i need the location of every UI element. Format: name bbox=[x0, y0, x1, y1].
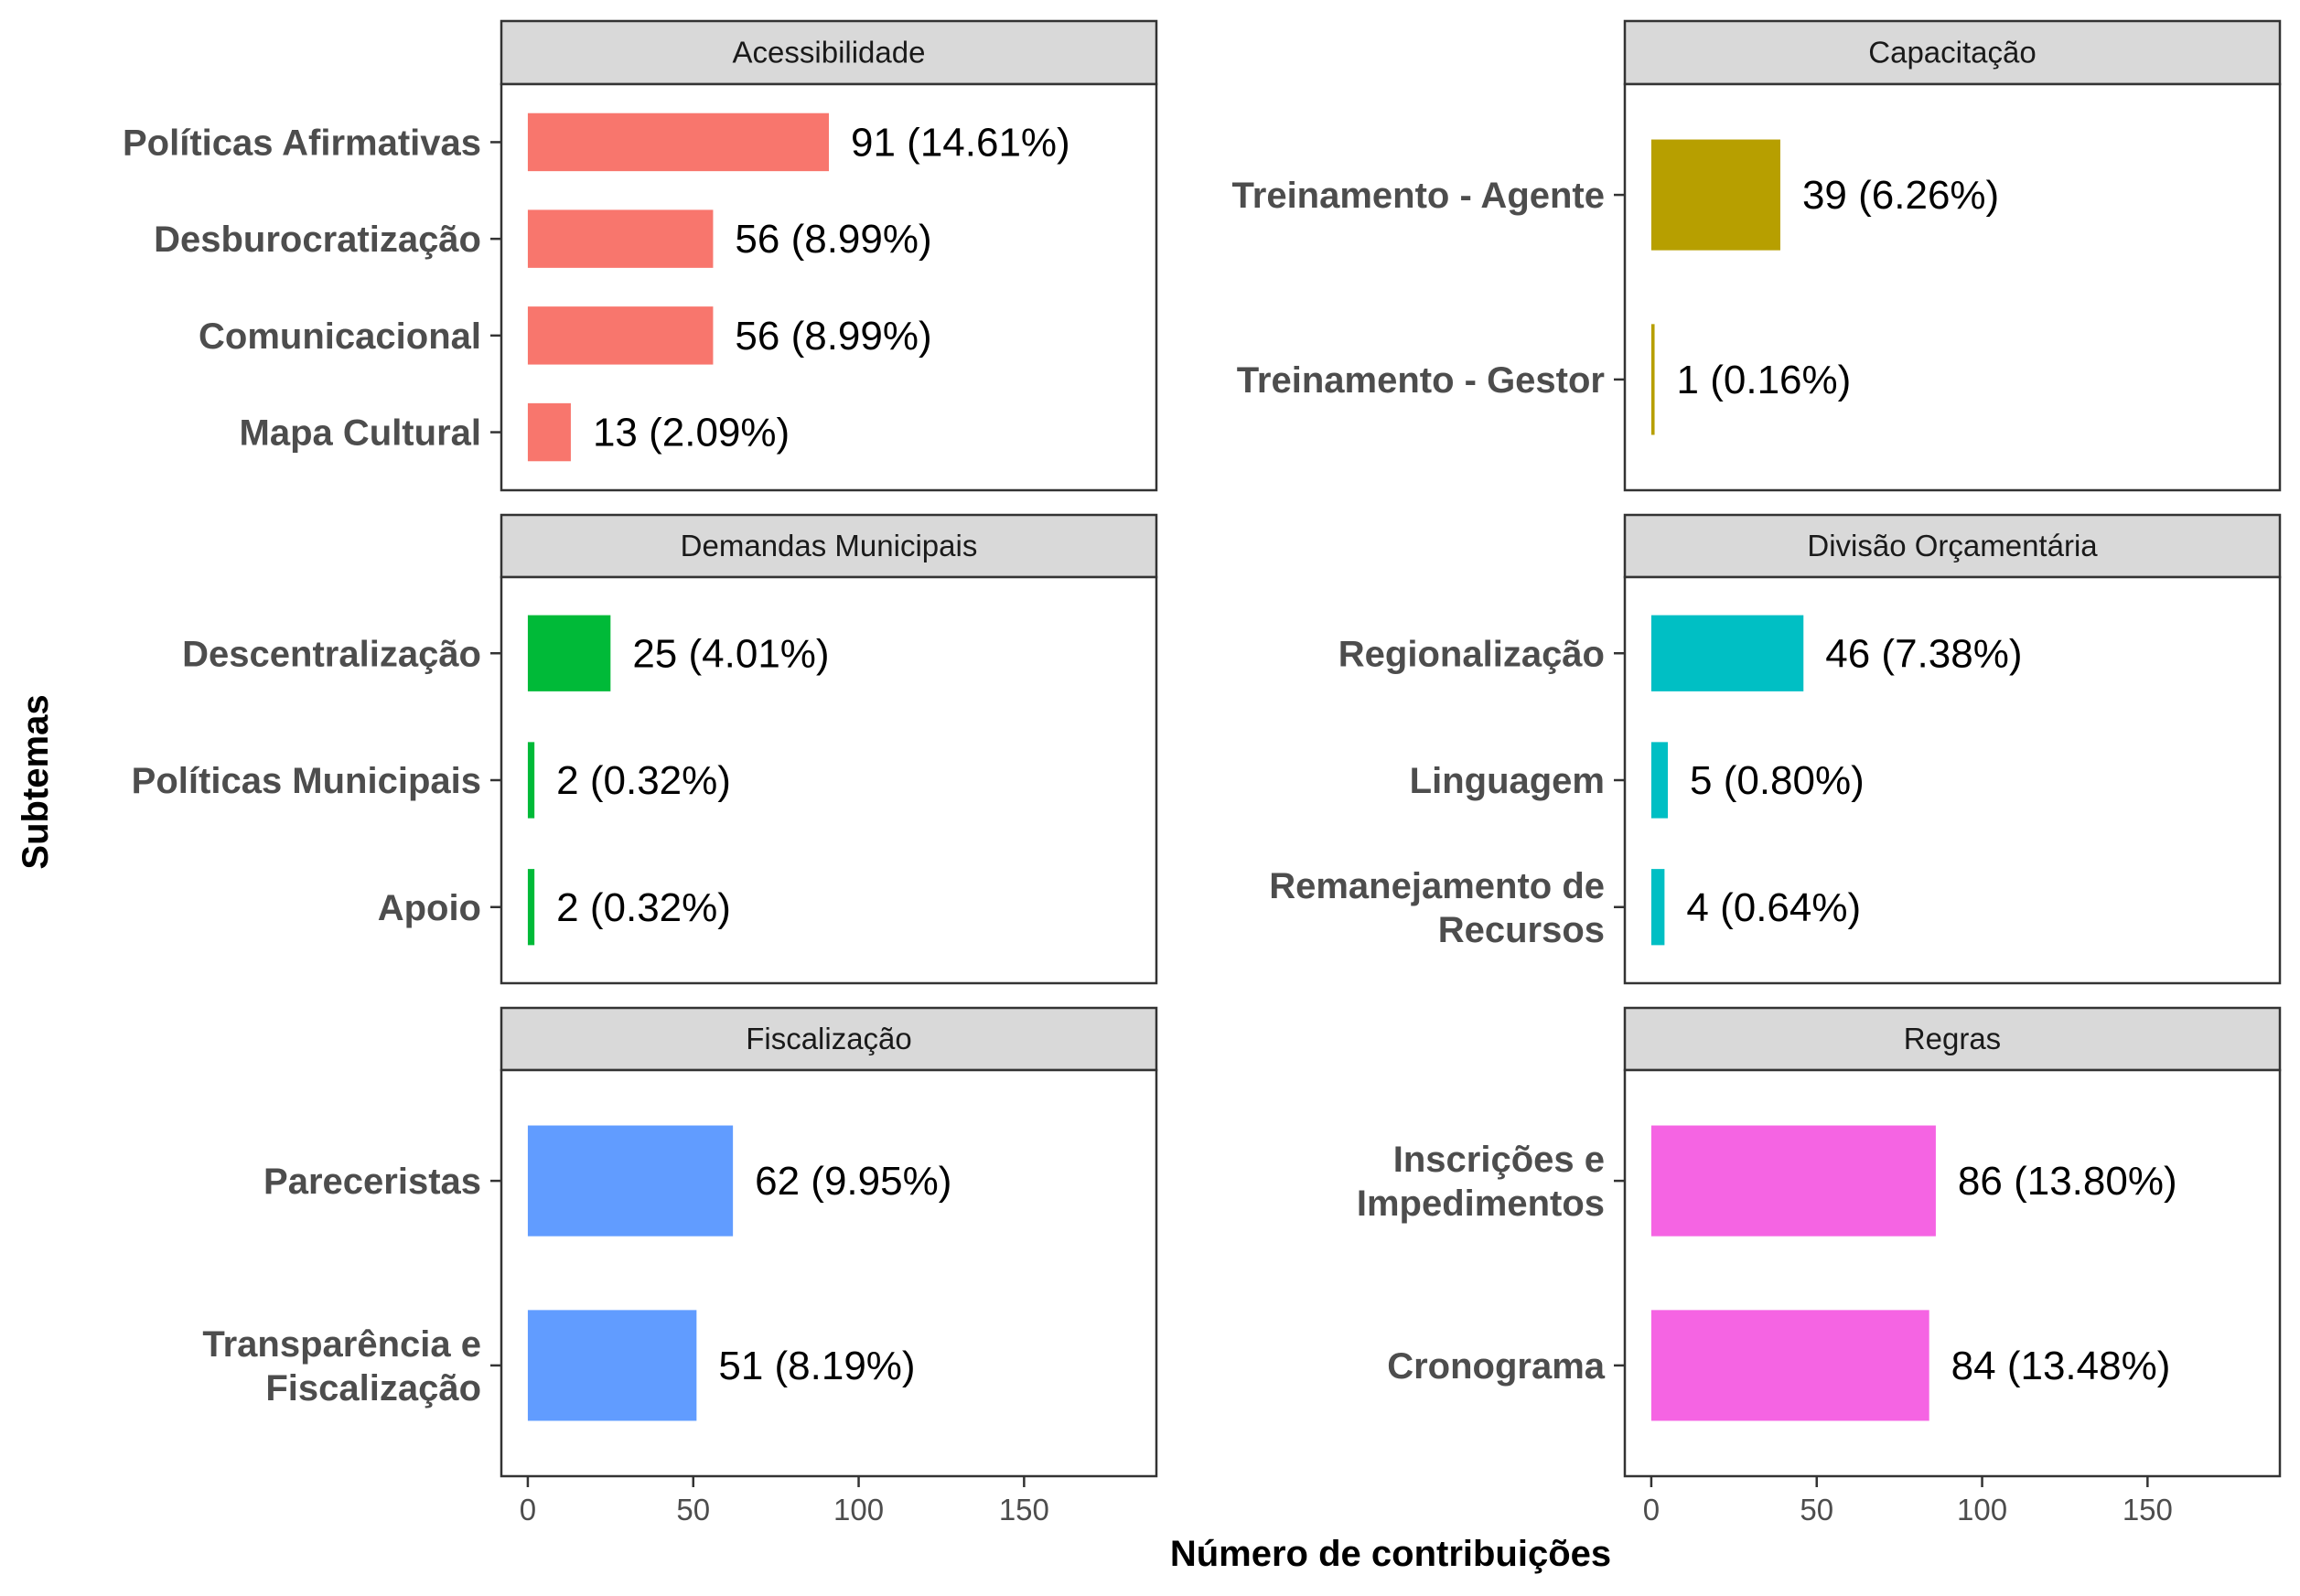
data-label: 25 (4.01%) bbox=[632, 631, 829, 676]
data-label: 86 (13.80%) bbox=[1958, 1159, 2177, 1204]
panel-capacitacao: Capacitação 39 (6.26%) Treinamento - Agent… bbox=[1232, 19, 2282, 492]
data-label: 1 (0.16%) bbox=[1677, 358, 1852, 402]
category-label: Remanejamento de Recursos bbox=[1269, 866, 1605, 950]
panel-demandas-municipais: Demandas Municipais 25 (4.01%) Descentrali… bbox=[132, 513, 1158, 985]
data-label: 56 (8.99%) bbox=[735, 314, 931, 359]
x-tick-label: 100 bbox=[833, 1493, 884, 1526]
x-tick-label: 100 bbox=[1957, 1493, 2007, 1526]
data-label: 13 (2.09%) bbox=[593, 411, 790, 455]
panel-acessibilidade: Acessibilidade 91 (14.61%) Políticas Afirm… bbox=[123, 19, 1158, 492]
bar bbox=[527, 1310, 697, 1421]
data-label: 39 (6.26%) bbox=[1802, 173, 1999, 218]
x-tick-label: 150 bbox=[999, 1493, 1049, 1526]
data-label: 56 (8.99%) bbox=[735, 217, 931, 262]
bar bbox=[1650, 139, 1780, 251]
bar bbox=[1650, 869, 1665, 946]
bar bbox=[527, 402, 571, 462]
x-tick-label: 0 bbox=[520, 1493, 536, 1526]
data-label: 84 (13.48%) bbox=[1951, 1344, 2171, 1388]
x-tick-label: 50 bbox=[1800, 1493, 1833, 1526]
facet-strip bbox=[500, 19, 1158, 86]
bar bbox=[527, 306, 714, 365]
facet-title: Fiscalização bbox=[746, 1022, 912, 1055]
bar bbox=[527, 209, 714, 268]
data-label: 2 (0.32%) bbox=[556, 885, 731, 930]
bar bbox=[527, 112, 829, 172]
bar bbox=[527, 869, 535, 946]
category-label: Cronograma bbox=[1387, 1346, 1606, 1387]
facet-title: Acessibilidade bbox=[733, 36, 926, 70]
category-label: Desburocratização bbox=[154, 220, 481, 260]
x-tick-label: 50 bbox=[676, 1493, 710, 1526]
category-label: Regionalização bbox=[1338, 634, 1605, 674]
bar bbox=[1650, 1310, 1929, 1421]
category-label: Transparência e Fiscalização bbox=[202, 1324, 481, 1409]
x-axis-title: Número de contribuições bbox=[1170, 1534, 1611, 1574]
bar bbox=[527, 615, 611, 691]
category-label: Políticas Municipais bbox=[132, 761, 481, 801]
category-label: Comunicacional bbox=[199, 316, 481, 357]
category-label: Apoio bbox=[378, 888, 481, 928]
x-tick-label: 0 bbox=[1643, 1493, 1660, 1526]
x-tick-label: 150 bbox=[2123, 1493, 2173, 1526]
bar bbox=[1650, 742, 1669, 819]
data-label: 62 (9.95%) bbox=[755, 1159, 951, 1204]
facet-strip bbox=[500, 513, 1158, 579]
bar bbox=[1650, 615, 1804, 691]
data-label: 5 (0.80%) bbox=[1690, 758, 1865, 803]
bar bbox=[1650, 1125, 1936, 1237]
bar bbox=[527, 1125, 734, 1237]
category-label: Políticas Afirmativas bbox=[123, 123, 481, 163]
panel-regras: Regras 86 (13.80%) Inscrições e Impedimento… bbox=[1357, 1006, 2282, 1526]
panel-fiscalizacao: Fiscalização 62 (9.95%) Pareceristas 51 (8.… bbox=[202, 1006, 1158, 1526]
facet-title: Demandas Municipais bbox=[681, 529, 978, 562]
panel-divisao-orcamentaria: Divisão Orçamentária 46 (7.38%) Regionaliz… bbox=[1269, 513, 2282, 985]
category-label: Inscrições e Impedimentos bbox=[1357, 1140, 1605, 1224]
data-label: 2 (0.32%) bbox=[556, 758, 731, 803]
facet-strip bbox=[1623, 513, 2282, 579]
data-label: 4 (0.64%) bbox=[1686, 885, 1861, 930]
facet-strip bbox=[1623, 19, 2282, 86]
category-label: Pareceristas bbox=[263, 1162, 481, 1202]
category-label: Mapa Cultural bbox=[240, 413, 481, 454]
category-label: Linguagem bbox=[1410, 761, 1605, 801]
panels-layer: Acessibilidade 91 (14.61%) Políticas Afirm… bbox=[123, 19, 2282, 1526]
facet-title: Divisão Orçamentária bbox=[1807, 529, 2098, 562]
bar bbox=[527, 742, 535, 819]
facet-title: Capacitação bbox=[1868, 36, 2036, 70]
bar bbox=[1650, 324, 1655, 435]
category-label: Descentralização bbox=[182, 634, 481, 674]
facet-strip bbox=[500, 1006, 1158, 1072]
data-label: 46 (7.38%) bbox=[1825, 631, 2022, 676]
y-axis-title: Subtemas bbox=[16, 694, 56, 869]
category-label: Treinamento - Agente bbox=[1232, 176, 1605, 216]
facet-strip bbox=[1623, 1006, 2282, 1072]
facet-title: Regras bbox=[1904, 1022, 2001, 1055]
data-label: 51 (8.19%) bbox=[718, 1344, 915, 1388]
data-label: 91 (14.61%) bbox=[851, 120, 1070, 165]
category-label: Treinamento - Gestor bbox=[1237, 360, 1605, 401]
